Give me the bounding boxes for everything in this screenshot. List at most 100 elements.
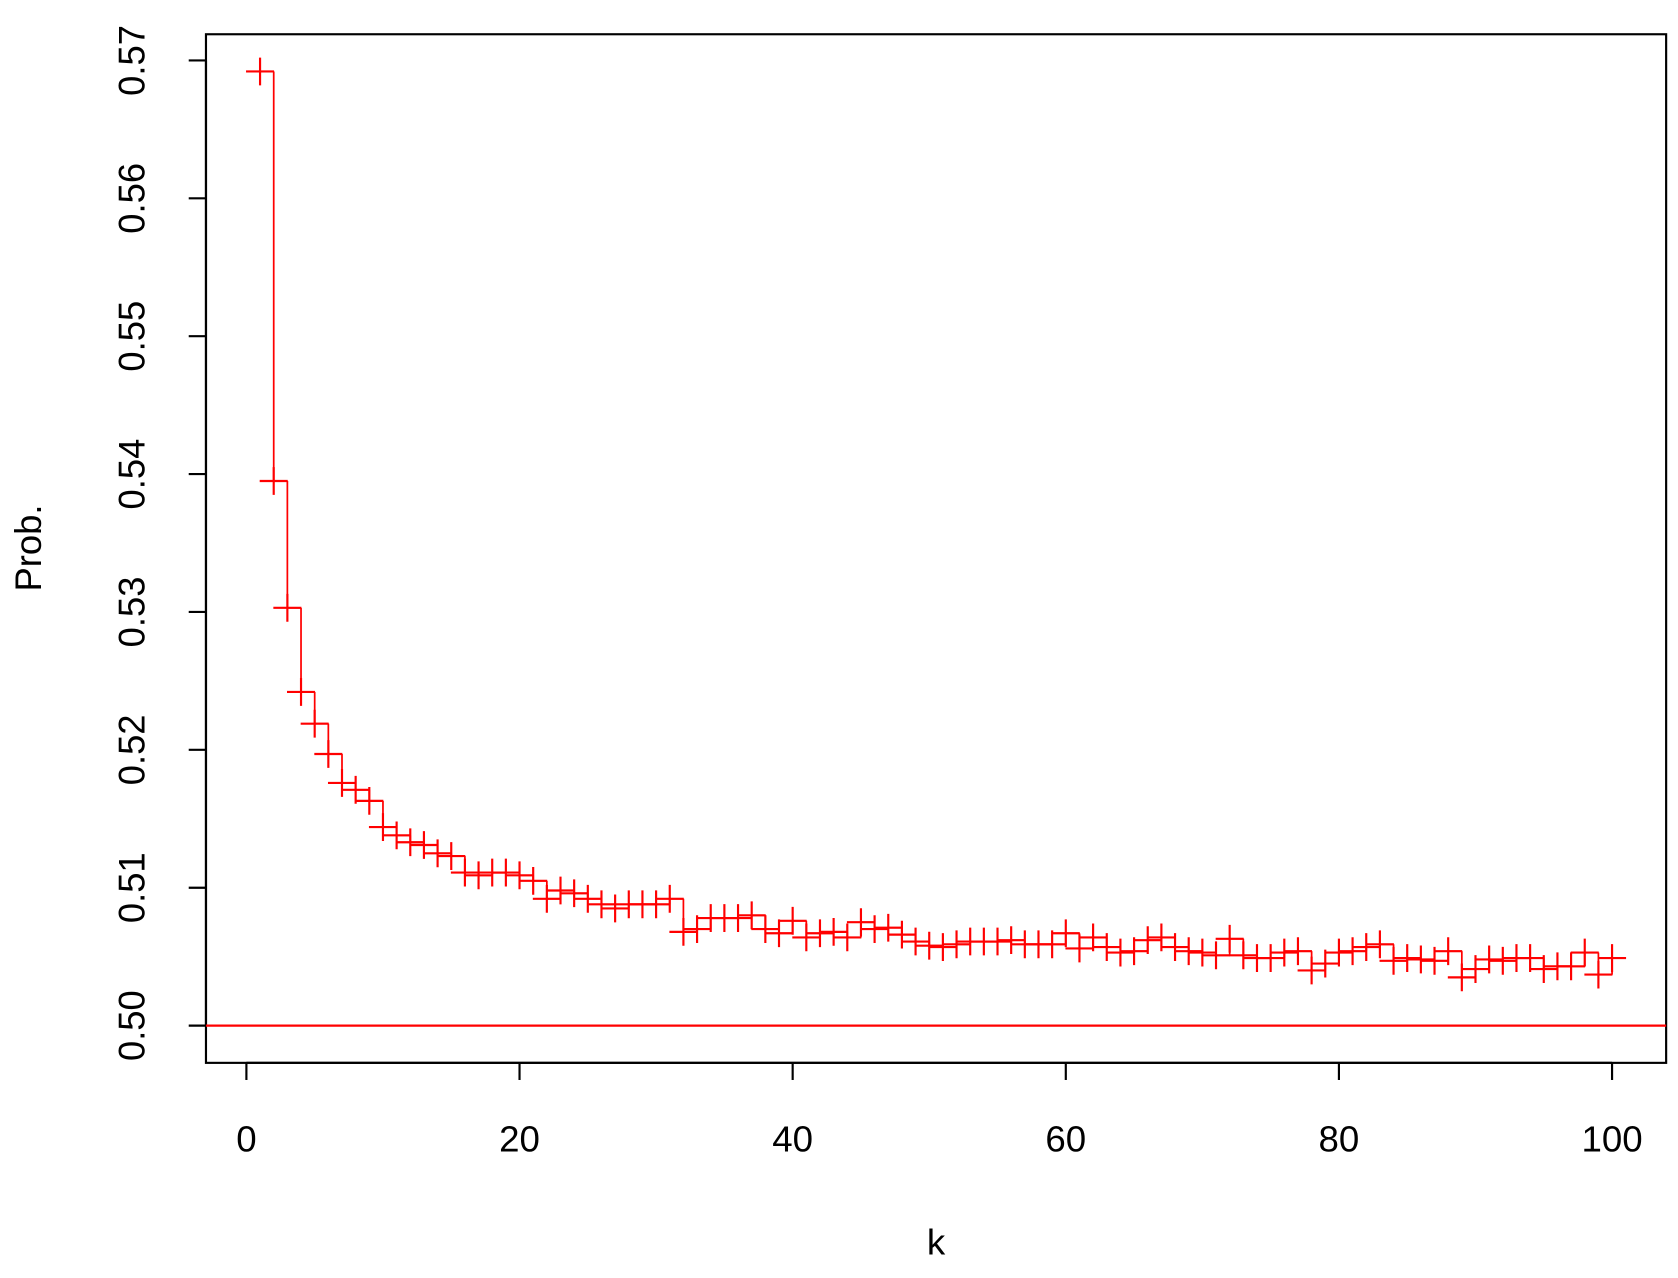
point-marker — [1447, 963, 1476, 992]
point-marker — [532, 884, 561, 913]
x-tick-label: 60 — [1045, 1119, 1086, 1160]
y-axis-label: Prob. — [8, 505, 49, 592]
point-marker — [327, 769, 357, 797]
point-marker — [546, 876, 575, 905]
point-marker — [341, 775, 370, 804]
point-marker — [519, 866, 548, 895]
point-marker — [928, 933, 957, 961]
y-tick-label: 0.54 — [111, 439, 152, 510]
point-marker — [355, 786, 384, 815]
point-marker — [1529, 955, 1558, 984]
point-marker — [382, 821, 411, 850]
point-marker — [1188, 938, 1217, 967]
point-marker — [1106, 938, 1135, 967]
point-marker — [246, 57, 275, 86]
point-marker — [259, 467, 288, 495]
point-marker — [1406, 945, 1435, 974]
point-marker — [778, 906, 807, 935]
point-marker — [1365, 930, 1394, 959]
point-marker — [874, 913, 903, 942]
point-marker — [1570, 938, 1599, 967]
point-marker — [915, 931, 944, 960]
point-marker — [601, 894, 630, 923]
point-marker — [655, 884, 684, 913]
point-marker — [983, 927, 1012, 956]
point-marker — [1283, 937, 1312, 966]
point-marker — [1324, 938, 1353, 967]
point-marker — [1174, 937, 1203, 966]
point-marker — [724, 904, 753, 932]
point-marker — [792, 923, 821, 952]
point-marker — [1120, 937, 1149, 966]
point-marker — [1161, 933, 1190, 961]
x-tick-label: 0 — [236, 1119, 256, 1160]
point-marker — [560, 879, 589, 908]
point-marker — [669, 917, 698, 946]
point-marker — [1584, 960, 1613, 989]
y-tick-label: 0.51 — [111, 852, 152, 923]
point-marker — [805, 919, 834, 948]
point-marker — [368, 813, 397, 841]
point-marker — [901, 927, 930, 956]
point-marker — [1379, 946, 1408, 975]
y-tick-label: 0.52 — [111, 714, 152, 785]
point-marker — [1338, 937, 1367, 966]
point-marker — [942, 930, 971, 959]
point-marker — [1297, 956, 1326, 985]
y-tick-label: 0.53 — [111, 577, 152, 648]
point-marker — [1557, 952, 1586, 981]
point-marker — [1393, 944, 1422, 972]
x-axis-label: k — [927, 1222, 946, 1263]
point-marker — [300, 709, 329, 738]
point-marker — [819, 917, 848, 946]
point-marker — [1229, 941, 1258, 970]
point-marker — [409, 831, 438, 859]
point-marker — [1598, 944, 1627, 972]
point-marker — [846, 908, 875, 937]
point-marker — [491, 858, 520, 887]
y-tick-label: 0.50 — [111, 990, 152, 1061]
point-marker — [423, 839, 452, 868]
point-marker — [573, 884, 602, 913]
point-marker — [1215, 924, 1244, 953]
point-marker — [464, 861, 493, 890]
point-marker — [1488, 946, 1517, 975]
point-marker — [751, 915, 780, 944]
point-marker — [887, 920, 916, 949]
y-tick-label: 0.55 — [111, 301, 152, 372]
point-marker — [1051, 919, 1080, 948]
point-marker — [1270, 938, 1299, 967]
point-marker — [1202, 941, 1231, 970]
point-marker — [1065, 934, 1094, 963]
point-marker — [1311, 949, 1340, 978]
point-marker — [287, 678, 316, 706]
point-marker — [737, 901, 766, 930]
point-marker — [587, 890, 616, 919]
point-marker — [997, 926, 1026, 955]
point-marker — [1038, 930, 1067, 959]
x-tick-label: 40 — [772, 1119, 813, 1160]
point-marker — [273, 593, 302, 622]
point-marker — [1475, 945, 1504, 974]
point-marker — [764, 919, 794, 948]
point-marker — [396, 828, 425, 857]
point-marker — [642, 890, 671, 919]
point-marker — [314, 740, 343, 768]
x-tick-label: 100 — [1581, 1119, 1642, 1160]
plot-box — [204, 33, 1668, 1064]
x-tick-label: 20 — [499, 1119, 540, 1160]
point-marker — [1516, 944, 1545, 972]
point-marker — [1092, 933, 1121, 961]
point-marker — [450, 858, 479, 887]
y-tick-label: 0.57 — [111, 25, 152, 96]
point-marker — [833, 923, 862, 952]
x-tick-label: 80 — [1319, 1119, 1360, 1160]
point-marker — [1434, 937, 1463, 966]
point-marker — [860, 915, 889, 944]
point-marker — [437, 842, 466, 870]
point-marker — [1133, 926, 1162, 955]
point-marker — [1256, 944, 1285, 972]
point-marker — [505, 861, 534, 890]
